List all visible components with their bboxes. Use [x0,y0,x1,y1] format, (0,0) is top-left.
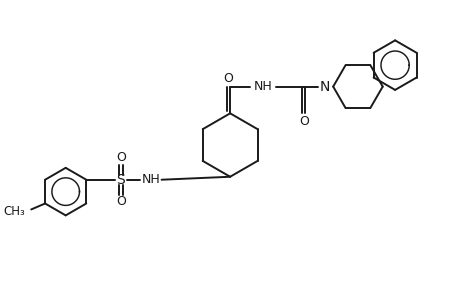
Text: CH₃: CH₃ [4,205,25,218]
Text: O: O [116,195,126,208]
Text: O: O [223,72,233,85]
Text: NH: NH [141,173,160,186]
Text: S: S [116,173,125,187]
Text: NH: NH [253,80,272,93]
Text: O: O [298,115,308,128]
Text: N: N [319,80,330,94]
Text: O: O [116,152,126,164]
